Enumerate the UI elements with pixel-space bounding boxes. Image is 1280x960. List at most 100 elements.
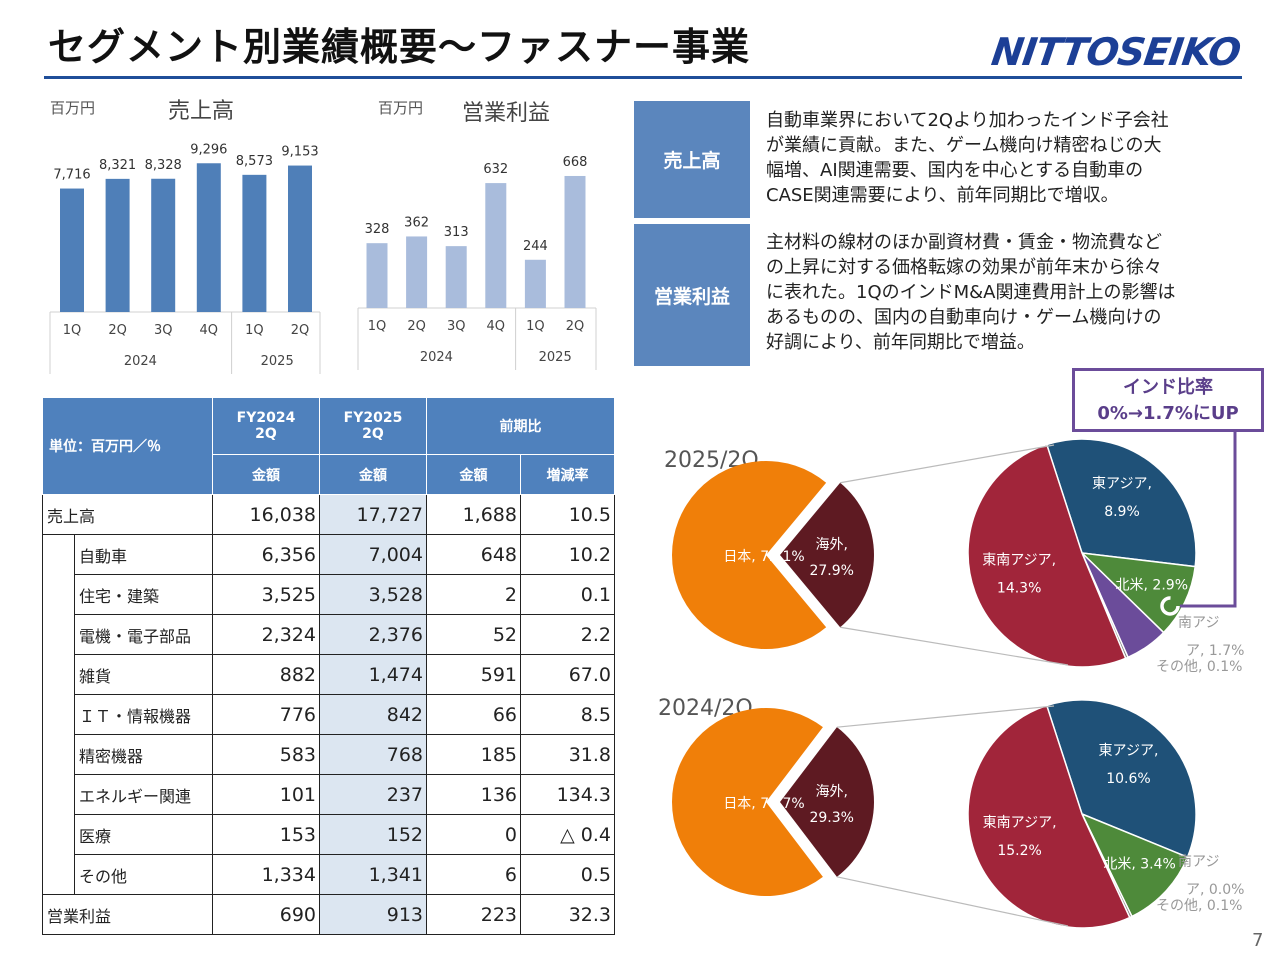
profit-desc-line: 主材料の線材のほか副資材費・賃金・物流費など [766, 232, 1162, 253]
row-label: その他 [74, 854, 213, 895]
fy2025-value: 237 [319, 774, 427, 815]
india-marker-icon [1160, 596, 1180, 616]
fy2025-value: 1,474 [319, 654, 427, 695]
x-group-label: 2024 [420, 350, 453, 365]
pie-slice-southeast-asia [967, 704, 1131, 929]
connector-line [836, 705, 1055, 728]
bar-value-label: 313 [444, 225, 469, 240]
rate-value: 10.2 [520, 534, 615, 575]
fy2025-value: 3,528 [319, 574, 427, 615]
profit-bar-chart: 328 1Q 362 2Q 313 3Q 632 4Q 244 1Q 668 2Q 2024 2025 [357, 155, 597, 370]
pie-slice-label: 東南アジア, [982, 553, 1056, 569]
callout-pointer [1180, 432, 1237, 608]
x-group-label: 2024 [124, 354, 157, 369]
diff-value: 2 [426, 574, 521, 615]
bar [564, 175, 586, 308]
row-label: 医療 [74, 814, 213, 855]
rate-value: 0.1 [520, 574, 615, 615]
pie-slice-label: 南アジ [1178, 854, 1219, 870]
fy2025-value: 7,004 [319, 534, 427, 575]
pie-slice-label: 南アジ [1178, 615, 1219, 631]
table-row: 住宅・建築 3,525 3,528 2 0.1 [43, 574, 615, 615]
bar-value-label: 9,296 [190, 142, 227, 157]
profit-unit-label: 百万円 [378, 99, 424, 117]
bar-value-label: 8,573 [236, 154, 273, 169]
diff-value: 0 [426, 814, 521, 855]
pie-slice-label: 東南アジア, [983, 815, 1057, 831]
bar [196, 163, 221, 312]
bar [242, 174, 267, 312]
diff-value: 66 [426, 694, 521, 735]
title-divider [44, 76, 1242, 79]
fy2025-value: 17,727 [319, 494, 427, 535]
diff-value: 591 [426, 654, 521, 695]
diff-value: 1,688 [426, 494, 521, 535]
table-sub-rate: 増減率 [520, 454, 615, 495]
bar [524, 259, 546, 308]
sales-bar-chart: 7,716 1Q 8,321 2Q 8,328 3Q 9,296 4Q 8,573 1Q 9,153… [49, 142, 321, 374]
x-tick-label: 2Q [566, 319, 585, 334]
pie-slice-japan [672, 708, 823, 896]
diff-value: 648 [426, 534, 521, 575]
diff-value: 136 [426, 774, 521, 815]
page-title: セグメント別業績概要～ファスナー事業 [48, 25, 751, 69]
bar-value-label: 7,716 [53, 168, 90, 183]
callout-title: インド比率 [1123, 377, 1213, 398]
pie-slice-label: 日本, 70.7% [723, 796, 804, 812]
pie-slice-east-asia [1045, 699, 1197, 859]
x-tick-label: 2Q [291, 323, 310, 338]
x-tick-label: 1Q [526, 319, 545, 334]
pie-slice-label: ア, 0.0% [1186, 882, 1244, 898]
fy2025-value: 768 [319, 734, 427, 775]
row-label: エネルギー関連 [74, 774, 213, 815]
bar-value-label: 244 [523, 239, 548, 254]
table-header-fy2024: FY2024 2Q [212, 397, 320, 455]
pie-slice-label: ア, 1.7% [1186, 643, 1244, 659]
row-label: ＩＴ・情報機器 [74, 694, 213, 735]
sales-desc-label: 売上高 [634, 101, 750, 218]
fy2025-value: 2,376 [319, 614, 427, 655]
x-tick-label: 3Q [447, 319, 466, 334]
fy2024-value: 3,525 [212, 574, 320, 615]
pie-slice-overseas [780, 482, 874, 628]
indent-spacer [42, 534, 75, 895]
x-tick-label: 1Q [245, 323, 264, 338]
fy2024-value: 153 [212, 814, 320, 855]
x-tick-label: 3Q [154, 323, 173, 338]
pie-slice-label: 日本, 72.1% [723, 549, 804, 565]
profit-desc-line: 好調により、前年同期比で増益。 [766, 332, 1035, 353]
pie-slice-label: 27.9% [809, 563, 853, 579]
fy2025-value: 1,341 [319, 854, 427, 895]
x-tick-label: 1Q [368, 319, 387, 334]
sales-desc-line: 自動車業界において2Qより加わったインド子会社 [766, 110, 1169, 131]
table-sub-amount: 金額 [426, 454, 521, 495]
fy2024-year: FY2024 [236, 410, 296, 426]
bar [151, 178, 176, 312]
pie-slice-label: 海外, [815, 784, 847, 800]
sales-desc-line: CASE関連需要により、前年同期比で増収。 [766, 185, 1119, 206]
table-sub-amount: 金額 [212, 454, 320, 495]
row-label: 精密機器 [74, 734, 213, 775]
pie-slice-label: 14.3% [997, 581, 1041, 597]
bar [105, 178, 130, 312]
profit-desc-label: 営業利益 [634, 224, 750, 366]
fy2025-value: 913 [319, 894, 427, 935]
row-label: 営業利益 [42, 894, 213, 935]
fy2024-value: 776 [212, 694, 320, 735]
table-row: 売上高 16,038 17,727 1,688 10.5 [42, 494, 615, 535]
connector-line [836, 876, 1069, 927]
profit-desc-text: 主材料の線材のほか副資材費・賃金・物流費など の上昇に対する価格転嫁の効果が前年… [766, 230, 1246, 355]
pie-slice-label: 15.2% [997, 843, 1041, 859]
connector-line [840, 444, 1055, 484]
pie-slice-label: その他, 0.1% [1156, 659, 1242, 675]
diff-value: 6 [426, 854, 521, 895]
fy2024-value: 6,356 [212, 534, 320, 575]
pie-slice-overseas [780, 727, 874, 877]
pie-slice-label: 東アジア, [1092, 476, 1152, 492]
india-ratio-callout: インド比率 0%→1.7%にUP [1072, 368, 1264, 432]
fy2024-value: 882 [212, 654, 320, 695]
table-row: エネルギー関連 101 237 136 134.3 [43, 774, 615, 815]
bar [366, 243, 388, 308]
fy2024-quarter: 2Q [255, 426, 277, 442]
x-tick-label: 4Q [200, 323, 219, 338]
